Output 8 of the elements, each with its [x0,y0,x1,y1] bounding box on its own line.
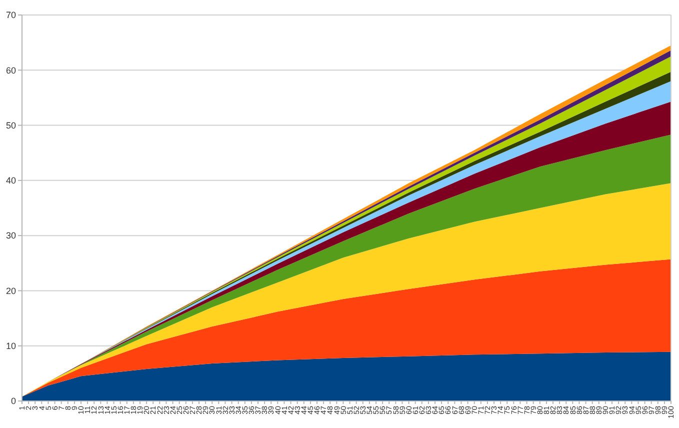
y-tick-label: 30 [6,230,16,241]
y-tick-label: 20 [6,286,16,296]
y-tick-label: 40 [6,176,16,186]
y-tick-label: 60 [6,65,16,76]
y-tick-label: 50 [6,120,16,130]
y-tick-label: 0 [10,396,16,406]
y-tick-label: 10 [6,341,16,352]
y-tick-label: 70 [6,10,16,20]
